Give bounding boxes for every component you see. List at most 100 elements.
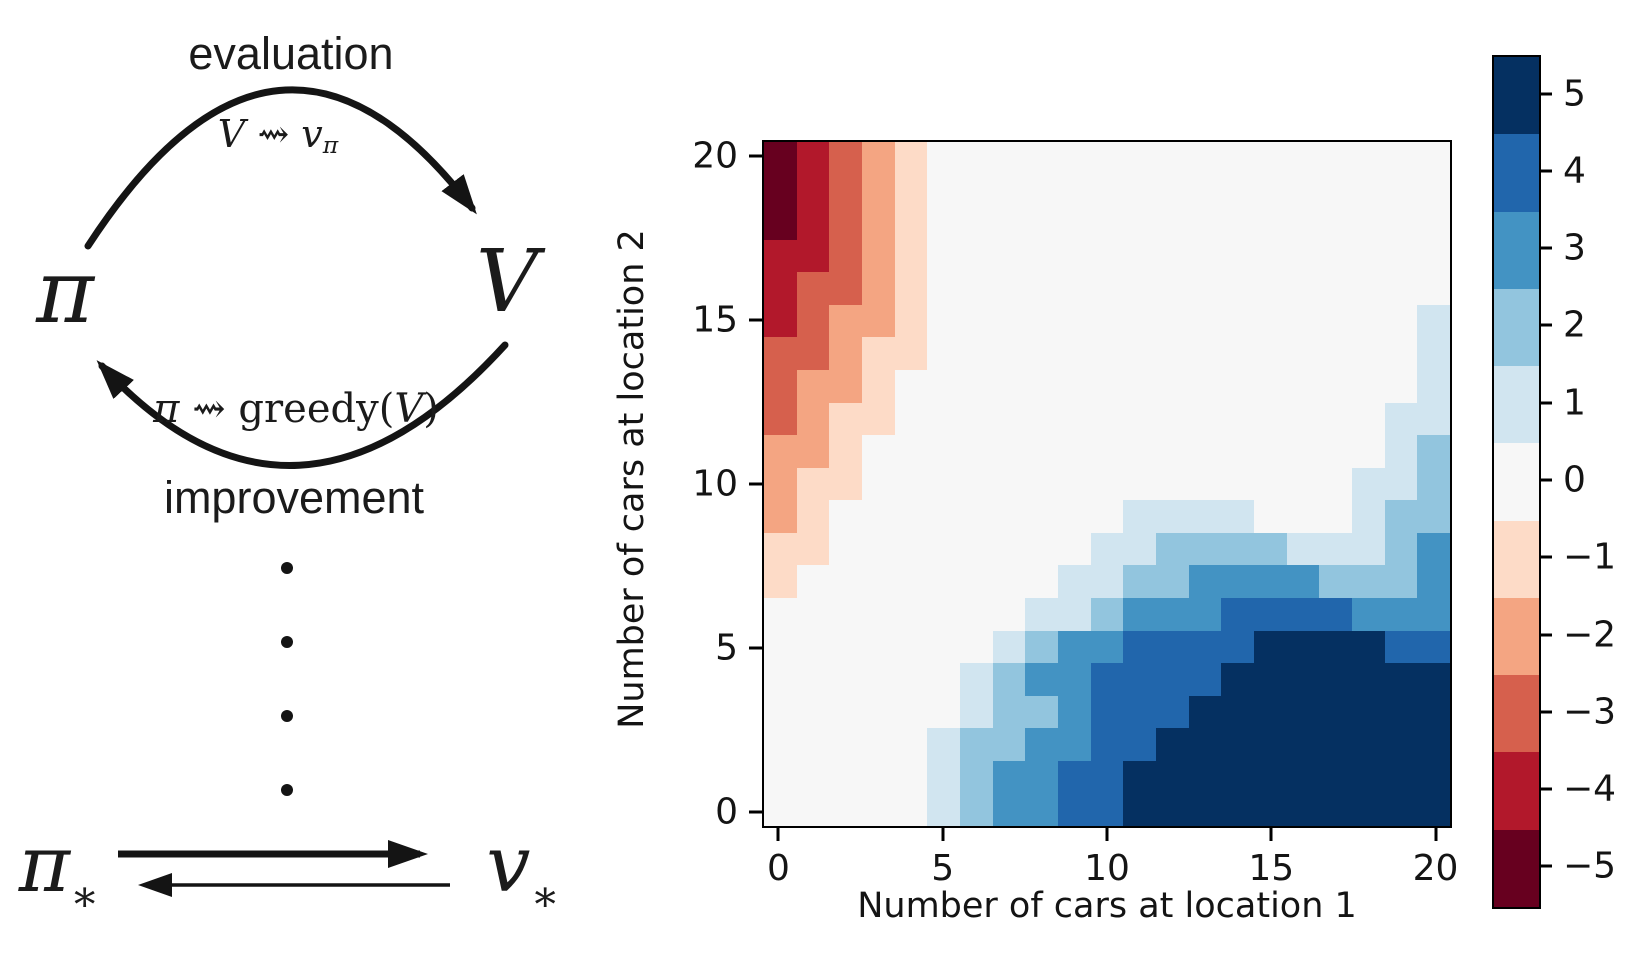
policy-cell — [829, 370, 862, 403]
colorbar-tick-mark — [1539, 92, 1552, 96]
policy-cell — [1286, 207, 1320, 240]
policy-cell — [960, 467, 993, 501]
policy-cell — [894, 370, 928, 403]
policy-cell — [1254, 304, 1287, 338]
policy-cell — [1319, 467, 1352, 501]
policy-cell — [1025, 272, 1058, 305]
colorbar-tick-mark — [1539, 633, 1552, 637]
policy-cell — [1156, 630, 1189, 664]
y-tick-label: 0 — [715, 791, 738, 833]
policy-cell — [1254, 760, 1287, 794]
policy-cell — [1058, 239, 1091, 273]
policy-cell — [1417, 207, 1450, 240]
policy-cell — [829, 142, 862, 175]
policy-cell — [1156, 760, 1189, 794]
policy-cell — [1090, 630, 1124, 664]
policy-cell — [1090, 207, 1124, 240]
policy-cell — [1221, 793, 1254, 826]
policy-cell — [1156, 272, 1189, 305]
policy-cell — [1417, 337, 1450, 370]
policy-cell — [992, 695, 1026, 729]
policy-cell — [1090, 565, 1124, 598]
policy-cell — [992, 565, 1026, 598]
policy-cell — [960, 532, 993, 566]
iteration-dot — [281, 710, 293, 722]
value-symbol: V — [475, 232, 539, 332]
colorbar-tick-label: 1 — [1563, 382, 1586, 424]
policy-cell — [862, 760, 895, 794]
policy-cell — [1352, 370, 1385, 403]
policy-cell — [1384, 142, 1418, 175]
policy-cell — [960, 663, 993, 696]
policy-cell — [764, 207, 797, 240]
policy-cell — [992, 370, 1026, 403]
policy-cell — [1221, 304, 1254, 338]
policy-cell — [1254, 695, 1287, 729]
policy-cell — [894, 532, 928, 566]
policy-cell — [764, 793, 797, 826]
policy-cell — [1286, 500, 1320, 533]
policy-cell — [992, 793, 1026, 826]
policy-cell — [1319, 695, 1352, 729]
policy-cell — [862, 272, 895, 305]
policy-cell — [1352, 435, 1385, 468]
policy-cell — [1319, 565, 1352, 598]
colorbar-tick-mark — [1539, 323, 1552, 327]
policy-cell — [829, 435, 862, 468]
colorbar-tick-mark — [1539, 401, 1552, 405]
policy-cell — [1123, 337, 1156, 370]
policy-cell — [1254, 370, 1287, 403]
policy-cell — [1123, 174, 1156, 208]
policy-cell — [1319, 435, 1352, 468]
policy-cell — [960, 695, 993, 729]
policy-cell — [927, 467, 960, 501]
policy-cell — [1352, 402, 1385, 436]
policy-cell — [960, 435, 993, 468]
policy-cell — [960, 728, 993, 761]
colorbar-tick-label: 4 — [1563, 150, 1586, 192]
policy-cell — [1352, 663, 1385, 696]
policy-cell — [1221, 565, 1254, 598]
policy-cell — [1352, 174, 1385, 208]
policy-cell — [1221, 532, 1254, 566]
policy-cell — [1417, 760, 1450, 794]
policy-cell — [1156, 565, 1189, 598]
colorbar-band — [1494, 752, 1539, 830]
policy-cell — [1417, 793, 1450, 826]
policy-cell — [1319, 142, 1352, 175]
policy-cell — [1123, 663, 1156, 696]
policy-cell — [1254, 793, 1287, 826]
policy-cell — [894, 695, 928, 729]
policy-cell — [1417, 402, 1450, 436]
policy-cell — [1319, 337, 1352, 370]
policy-cell — [1352, 565, 1385, 598]
policy-cell — [1254, 630, 1287, 664]
impr-formula-V: V — [394, 386, 424, 432]
policy-cell — [1286, 337, 1320, 370]
policy-cell — [894, 728, 928, 761]
policy-cell — [1286, 467, 1320, 501]
policy-cell — [992, 728, 1026, 761]
x-tick-label: 10 — [1084, 848, 1130, 889]
policy-cell — [1417, 239, 1450, 273]
policy-cell — [992, 630, 1026, 664]
colorbar-tick-label: 0 — [1563, 459, 1586, 501]
impr-formula-pi: π — [153, 386, 180, 432]
policy-cell — [992, 435, 1026, 468]
policy-cell — [796, 532, 830, 566]
policy-cell — [796, 207, 830, 240]
iteration-dot — [281, 562, 293, 574]
policy-cell — [894, 435, 928, 468]
policy-cell — [927, 337, 960, 370]
policy-cell — [1188, 728, 1222, 761]
x-tick-mark — [1269, 828, 1273, 841]
colorbar-tick-mark — [1539, 169, 1552, 173]
policy-cell — [1417, 370, 1450, 403]
pi-star-symbol: π∗ — [4, 820, 114, 921]
policy-cell — [1123, 304, 1156, 338]
policy-cell — [960, 142, 993, 175]
x-tick-label: 20 — [1412, 848, 1459, 889]
policy-cell — [894, 630, 928, 664]
policy-cell — [1254, 728, 1287, 761]
policy-cell — [1384, 630, 1418, 664]
